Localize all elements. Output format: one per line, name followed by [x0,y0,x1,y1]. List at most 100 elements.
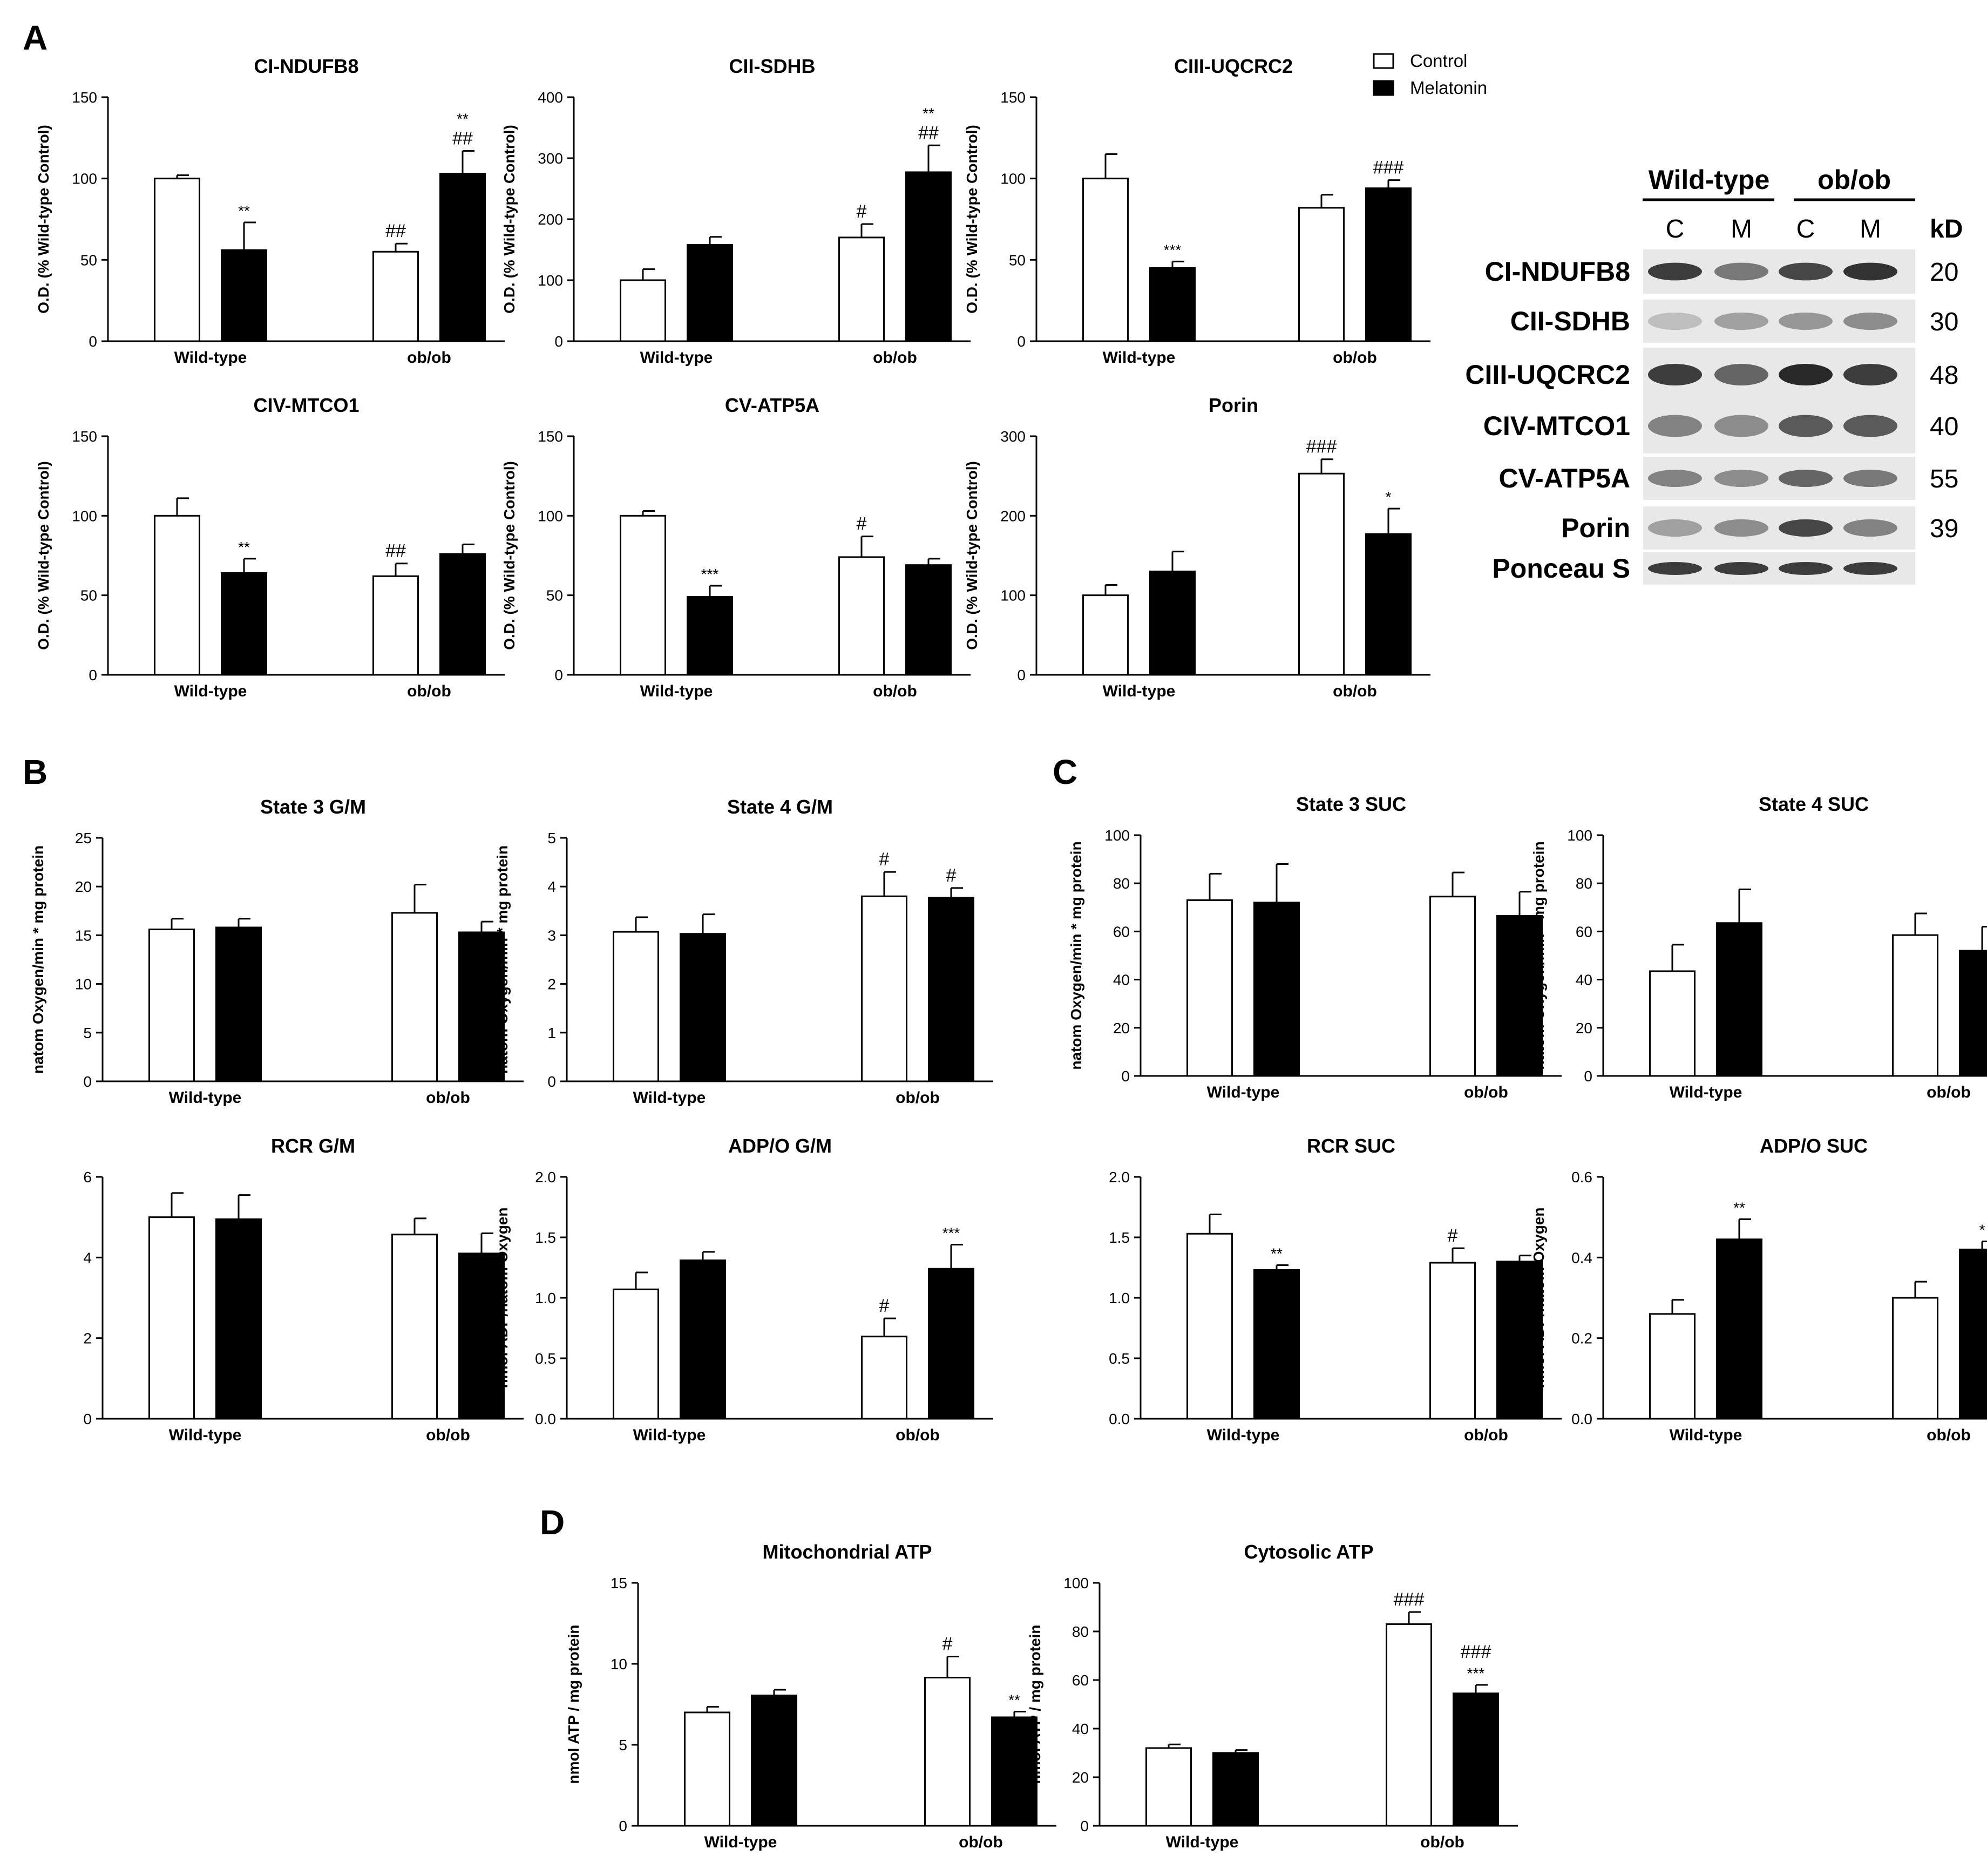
error-bar [1210,1214,1222,1234]
bar-control [862,896,907,1081]
chart-title: CV-ATP5A [725,394,819,416]
significance-annotation: ### [1394,1589,1425,1610]
y-tick-label: 0 [89,667,97,683]
blot-kd-value: 40 [1930,412,1958,441]
x-tick-label: ob/ob [1464,1426,1508,1444]
y-tick-label: 0.6 [1571,1169,1592,1186]
bar-melatonin [1150,268,1195,341]
error-bar [1106,154,1117,178]
blot-lane-label: C [1796,215,1815,243]
significance-annotation: # [879,849,890,870]
chart-title: Porin [1209,394,1258,416]
panel-label-d: D [540,1503,565,1542]
x-tick-label: ob/ob [1333,349,1377,367]
x-tick-label: Wild-type [1670,1083,1742,1101]
y-tick-label: 0.2 [1571,1330,1592,1347]
bar-control [392,1235,437,1419]
y-tick-label: 100 [1104,827,1130,844]
blot-protein-label: CII-SDHB [1510,306,1630,336]
chart-title: State 4 G/M [727,796,833,818]
significance-annotation: ## [385,221,406,241]
error-bar [244,222,256,250]
y-tick-label: 2.0 [535,1169,556,1186]
error-bar [1172,552,1184,572]
bar-control [1893,935,1938,1076]
bar-melatonin [906,565,951,675]
x-tick-label: Wild-type [1166,1833,1239,1851]
y-tick-label: 5 [547,830,556,846]
bar-control [685,1712,730,1826]
y-tick-label: 150 [1000,89,1026,106]
bar-control [374,252,418,341]
x-tick-label: ob/ob [407,349,451,367]
blot-band [1843,470,1897,487]
blot-band [1648,263,1702,281]
chart-title: CIV-MTCO1 [253,394,359,416]
y-tick-label: 10 [611,1656,627,1672]
y-tick-label: 0 [1080,1818,1089,1834]
significance-annotation: ## [452,128,473,148]
y-axis-label: nmol ADP/natom Oxygen [1530,1207,1547,1388]
bar-control [1299,208,1344,341]
y-tick-label: 0.5 [535,1350,556,1367]
bar-melatonin [1454,1694,1498,1826]
x-tick-label: ob/ob [896,1089,940,1107]
error-bar [463,544,474,554]
legend-melatonin-label: Melatonin [1410,78,1487,98]
y-tick-label: 0 [547,1073,556,1090]
y-tick-label: 2.0 [1109,1169,1130,1186]
y-tick-label: 80 [1113,875,1130,892]
y-tick-label: 0 [554,333,563,350]
error-bar [1321,459,1333,474]
bar-control [839,238,884,341]
error-bar [415,1218,426,1235]
blot-lane-label: C [1666,215,1685,243]
x-tick-label: ob/ob [1927,1426,1971,1444]
significance-annotation: *** [1164,241,1182,258]
error-bar [710,586,722,597]
bar-melatonin [216,927,261,1081]
y-tick-label: 300 [1000,428,1026,445]
significance-annotation: # [1448,1225,1458,1246]
blot-group-label-obob: ob/ob [1818,165,1891,195]
bar-control [1299,473,1344,675]
error-bar [415,885,426,913]
y-tick-label: 150 [72,89,97,106]
error-bar [1672,1300,1684,1314]
error-bar [396,243,408,252]
y-tick-label: 60 [1576,923,1592,940]
y-tick-label: 40 [1576,972,1592,988]
blot-band [1843,519,1897,537]
significance-annotation: ### [1373,158,1404,178]
y-axis-label: O.D. (% Wild-type Control) [501,125,518,314]
bar-melatonin [929,1269,974,1419]
bar-control [392,913,437,1081]
x-tick-label: Wild-type [633,1089,706,1107]
error-bar [928,145,940,172]
bar-melatonin [906,172,951,341]
y-tick-label: 100 [538,507,563,524]
bar-melatonin [1254,1270,1299,1419]
blot-protein-label: Ponceau S [1492,553,1630,584]
y-tick-label: 20 [1576,1020,1592,1037]
x-tick-label: Wild-type [633,1426,706,1444]
y-tick-label: 150 [72,428,97,445]
error-bar [703,1252,715,1261]
y-tick-label: 400 [538,89,563,106]
panel-label-a: A [23,18,48,57]
error-bar [1915,913,1927,935]
y-tick-label: 100 [1063,1575,1089,1591]
significance-annotation: ** [457,110,469,127]
blot-lane-label: M [1860,215,1881,243]
blot-band [1843,562,1897,575]
error-bar [703,915,715,934]
significance-annotation: *** [942,1224,960,1241]
error-bar [1520,892,1531,916]
significance-annotation: ** [238,539,250,556]
bar-melatonin [681,1261,725,1419]
blot-band [1648,562,1702,575]
